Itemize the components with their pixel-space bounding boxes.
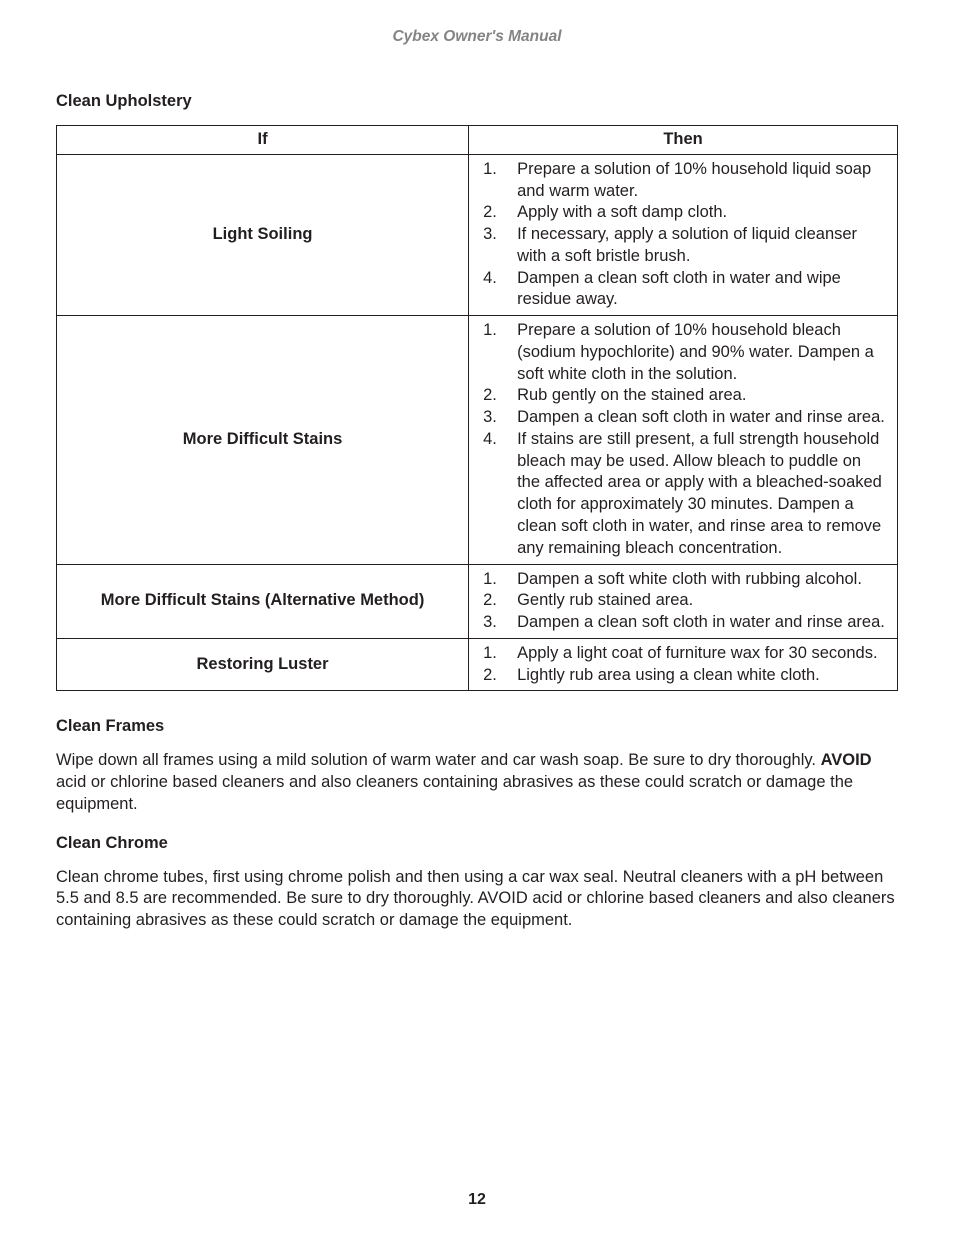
step-item: Dampen a clean soft cloth in water and r… bbox=[475, 407, 887, 429]
document-header: Cybex Owner's Manual bbox=[56, 28, 898, 46]
heading-clean-upholstery: Clean Upholstery bbox=[56, 92, 898, 111]
table-row: More Difficult Stains (Alternative Metho… bbox=[57, 564, 898, 638]
step-item: Lightly rub area using a clean white clo… bbox=[475, 665, 887, 687]
step-item: If stains are still present, a full stre… bbox=[475, 429, 887, 560]
steps-list: Dampen a soft white cloth with rubbing a… bbox=[475, 569, 887, 634]
step-item: Dampen a clean soft cloth in water and r… bbox=[475, 612, 887, 634]
steps-list: Prepare a solution of 10% household blea… bbox=[475, 320, 887, 559]
step-item: If necessary, apply a solution of liquid… bbox=[475, 224, 887, 268]
step-item: Dampen a clean soft cloth in water and w… bbox=[475, 268, 887, 312]
then-cell: Dampen a soft white cloth with rubbing a… bbox=[469, 564, 898, 638]
table-row: More Difficult Stains Prepare a solution… bbox=[57, 316, 898, 564]
then-cell: Prepare a solution of 10% household liqu… bbox=[469, 154, 898, 315]
table-row: Light Soiling Prepare a solution of 10% … bbox=[57, 154, 898, 315]
step-item: Dampen a soft white cloth with rubbing a… bbox=[475, 569, 887, 591]
step-item: Rub gently on the stained area. bbox=[475, 385, 887, 407]
step-item: Prepare a solution of 10% household blea… bbox=[475, 320, 887, 385]
if-cell-restoring-luster: Restoring Luster bbox=[57, 638, 469, 691]
heading-clean-frames: Clean Frames bbox=[56, 717, 898, 736]
if-cell-more-difficult: More Difficult Stains bbox=[57, 316, 469, 564]
table-header-row: If Then bbox=[57, 126, 898, 155]
steps-list: Apply a light coat of furniture wax for … bbox=[475, 643, 887, 687]
page-number: 12 bbox=[0, 1191, 954, 1209]
heading-clean-chrome: Clean Chrome bbox=[56, 834, 898, 853]
steps-list: Prepare a solution of 10% household liqu… bbox=[475, 159, 887, 311]
step-item: Apply a light coat of furniture wax for … bbox=[475, 643, 887, 665]
frames-paragraph: Wipe down all frames using a mild soluti… bbox=[56, 750, 898, 815]
upholstery-table: If Then Light Soiling Prepare a solution… bbox=[56, 125, 898, 691]
chrome-paragraph: Clean chrome tubes, first using chrome p… bbox=[56, 867, 898, 932]
step-item: Apply with a soft damp cloth. bbox=[475, 202, 887, 224]
frames-text-pre: Wipe down all frames using a mild soluti… bbox=[56, 751, 821, 769]
step-item: Gently rub stained area. bbox=[475, 590, 887, 612]
table-row: Restoring Luster Apply a light coat of f… bbox=[57, 638, 898, 691]
then-cell: Prepare a solution of 10% household blea… bbox=[469, 316, 898, 564]
if-cell-light-soiling: Light Soiling bbox=[57, 154, 469, 315]
column-header-if: If bbox=[57, 126, 469, 155]
column-header-then: Then bbox=[469, 126, 898, 155]
frames-bold-avoid: AVOID bbox=[821, 751, 872, 769]
step-item: Prepare a solution of 10% household liqu… bbox=[475, 159, 887, 203]
if-cell-alternative: More Difficult Stains (Alternative Metho… bbox=[57, 564, 469, 638]
frames-text-post: acid or chlorine based cleaners and also… bbox=[56, 773, 853, 813]
then-cell: Apply a light coat of furniture wax for … bbox=[469, 638, 898, 691]
